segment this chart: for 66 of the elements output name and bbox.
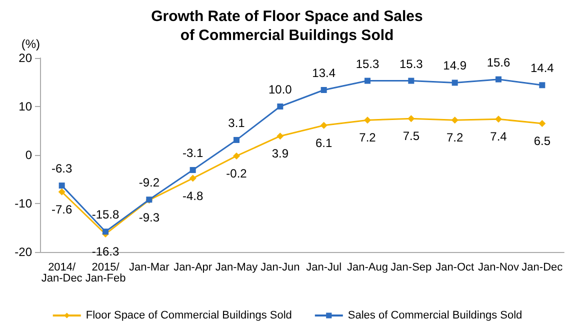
y-tick-label: 20 bbox=[18, 51, 32, 65]
data-label: 13.4 bbox=[312, 66, 336, 80]
point bbox=[233, 152, 240, 160]
data-label: 6.1 bbox=[315, 136, 332, 150]
data-label: 15.3 bbox=[356, 56, 380, 71]
point bbox=[539, 82, 546, 88]
x-tick-label: Jan-Apr bbox=[174, 262, 212, 274]
data-label: 14.9 bbox=[443, 58, 467, 73]
point bbox=[102, 228, 108, 235]
data-label: -16.3 bbox=[92, 244, 120, 259]
point bbox=[320, 87, 327, 94]
point bbox=[451, 116, 458, 124]
data-label: 7.2 bbox=[359, 130, 376, 145]
legend-label: Sales of Commercial Buildings Sold bbox=[348, 310, 522, 322]
point bbox=[364, 78, 370, 84]
y-tick-label: 0 bbox=[25, 148, 32, 162]
data-label: -9.2 bbox=[138, 176, 160, 190]
data-label: -4.8 bbox=[182, 188, 204, 203]
point bbox=[364, 116, 371, 124]
point bbox=[276, 132, 284, 140]
point bbox=[408, 78, 414, 84]
point bbox=[495, 116, 502, 123]
data-label: 6.5 bbox=[534, 134, 551, 148]
point bbox=[538, 120, 546, 127]
data-label: -6.3 bbox=[51, 162, 72, 176]
y-tick-label: -20 bbox=[14, 245, 32, 259]
data-label: 15.3 bbox=[399, 56, 424, 71]
x-tick-label: 2014/Jan-Dec bbox=[41, 262, 83, 284]
point bbox=[190, 167, 196, 174]
x-tick-label: Jan-Jun bbox=[260, 262, 300, 274]
point bbox=[452, 80, 458, 86]
data-label: -0.2 bbox=[226, 166, 248, 180]
x-tick-label: Jan-Dec bbox=[522, 262, 564, 274]
data-label: -9.3 bbox=[138, 210, 160, 225]
y-tick-label: -10 bbox=[14, 196, 32, 210]
data-label: 7.2 bbox=[446, 130, 464, 145]
x-tick-label: Jan-May bbox=[215, 262, 258, 274]
point bbox=[189, 174, 196, 182]
data-label: 7.4 bbox=[490, 130, 508, 144]
point bbox=[58, 188, 66, 196]
y-tick-label: 10 bbox=[18, 100, 32, 114]
data-label: -7.6 bbox=[51, 202, 72, 216]
x-tick-label: Jan-Aug bbox=[347, 262, 388, 274]
data-label: 15.6 bbox=[486, 55, 510, 70]
point bbox=[320, 122, 328, 129]
x-tick-label: Jan-Oct bbox=[436, 262, 474, 274]
data-label: -3.1 bbox=[182, 146, 204, 160]
legend-label: Floor Space of Commercial Buildings Sold bbox=[86, 310, 292, 322]
chart-title: Growth Rate of Floor Space and Sales of Commercial Buildings Sold bbox=[151, 8, 423, 44]
x-tick-label: 2015/Jan-Feb bbox=[85, 262, 126, 284]
data-label: -15.8 bbox=[92, 208, 120, 222]
data-label: 10.0 bbox=[268, 82, 292, 96]
point bbox=[234, 136, 240, 143]
x-tick-label: Jan-Jul bbox=[306, 262, 342, 274]
point bbox=[277, 104, 284, 110]
x-tick-label: Jan-Sep bbox=[390, 262, 432, 274]
x-tick-label: Jan-Mar bbox=[128, 262, 170, 274]
point bbox=[408, 115, 415, 122]
y-axis-title: (%) bbox=[21, 37, 40, 51]
x-tick-label: Jan-Nov bbox=[478, 262, 520, 274]
data-label: 14.4 bbox=[530, 61, 554, 76]
point bbox=[496, 76, 502, 82]
data-label: 3.9 bbox=[272, 146, 289, 161]
point bbox=[58, 182, 65, 189]
data-label: 3.1 bbox=[228, 116, 246, 130]
data-label: 7.5 bbox=[402, 129, 420, 144]
